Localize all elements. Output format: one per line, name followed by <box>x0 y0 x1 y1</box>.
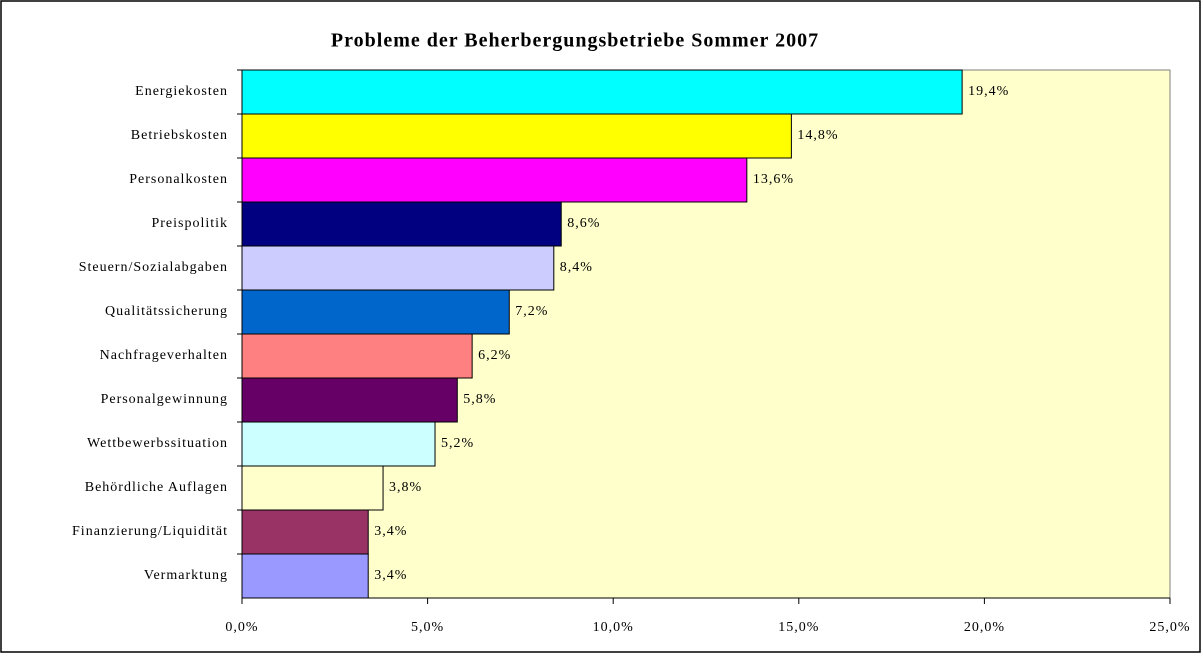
x-tick-label: 25,0% <box>1149 620 1190 635</box>
data-label: 3,4% <box>374 568 407 583</box>
bar <box>241 421 436 467</box>
x-tick-label: 20,0% <box>964 620 1005 635</box>
bar <box>241 377 458 423</box>
x-tick-label: 5,0% <box>411 620 444 635</box>
y-tick-label: Nachfrageverhalten <box>100 348 228 363</box>
chart-title: Probleme der Beherbergungsbetriebe Somme… <box>331 30 819 52</box>
bar <box>241 509 369 555</box>
y-tick-label: Betriebskosten <box>131 128 228 143</box>
data-label: 8,4% <box>560 260 593 275</box>
y-tick-label: Finanzierung/Liquidität <box>72 524 228 539</box>
data-label: 7,2% <box>515 304 548 319</box>
data-label: 19,4% <box>968 84 1009 99</box>
y-tick-label: Personalkosten <box>129 172 228 187</box>
data-label: 14,8% <box>797 128 838 143</box>
bar <box>241 201 562 247</box>
data-label: 3,4% <box>374 524 407 539</box>
y-tick-label: Steuern/Sozialabgaben <box>79 260 228 275</box>
data-label: 3,8% <box>389 480 422 495</box>
y-tick-label: Preispolitik <box>151 216 228 231</box>
x-tick-label: 10,0% <box>593 620 634 635</box>
bar <box>241 333 473 379</box>
y-tick-label: Qualitätssicherung <box>105 304 228 319</box>
y-tick-label: Wettbewerbssituation <box>87 436 228 451</box>
bar <box>241 553 369 599</box>
bar <box>241 245 555 291</box>
x-tick-label: 0,0% <box>225 620 258 635</box>
data-label: 13,6% <box>753 172 794 187</box>
bar <box>241 289 510 335</box>
bar <box>241 113 792 159</box>
bar <box>241 69 963 115</box>
y-tick-label: Vermarktung <box>144 568 228 583</box>
y-tick-label: Energiekosten <box>135 84 228 99</box>
bar <box>241 157 748 203</box>
data-label: 5,8% <box>463 392 496 407</box>
y-tick-label: Personalgewinnung <box>101 392 228 407</box>
data-label: 6,2% <box>478 348 511 363</box>
x-tick-label: 15,0% <box>778 620 819 635</box>
bar <box>241 465 384 511</box>
data-label: 5,2% <box>441 436 474 451</box>
data-label: 8,6% <box>567 216 600 231</box>
y-tick-label: Behördliche Auflagen <box>85 480 228 495</box>
